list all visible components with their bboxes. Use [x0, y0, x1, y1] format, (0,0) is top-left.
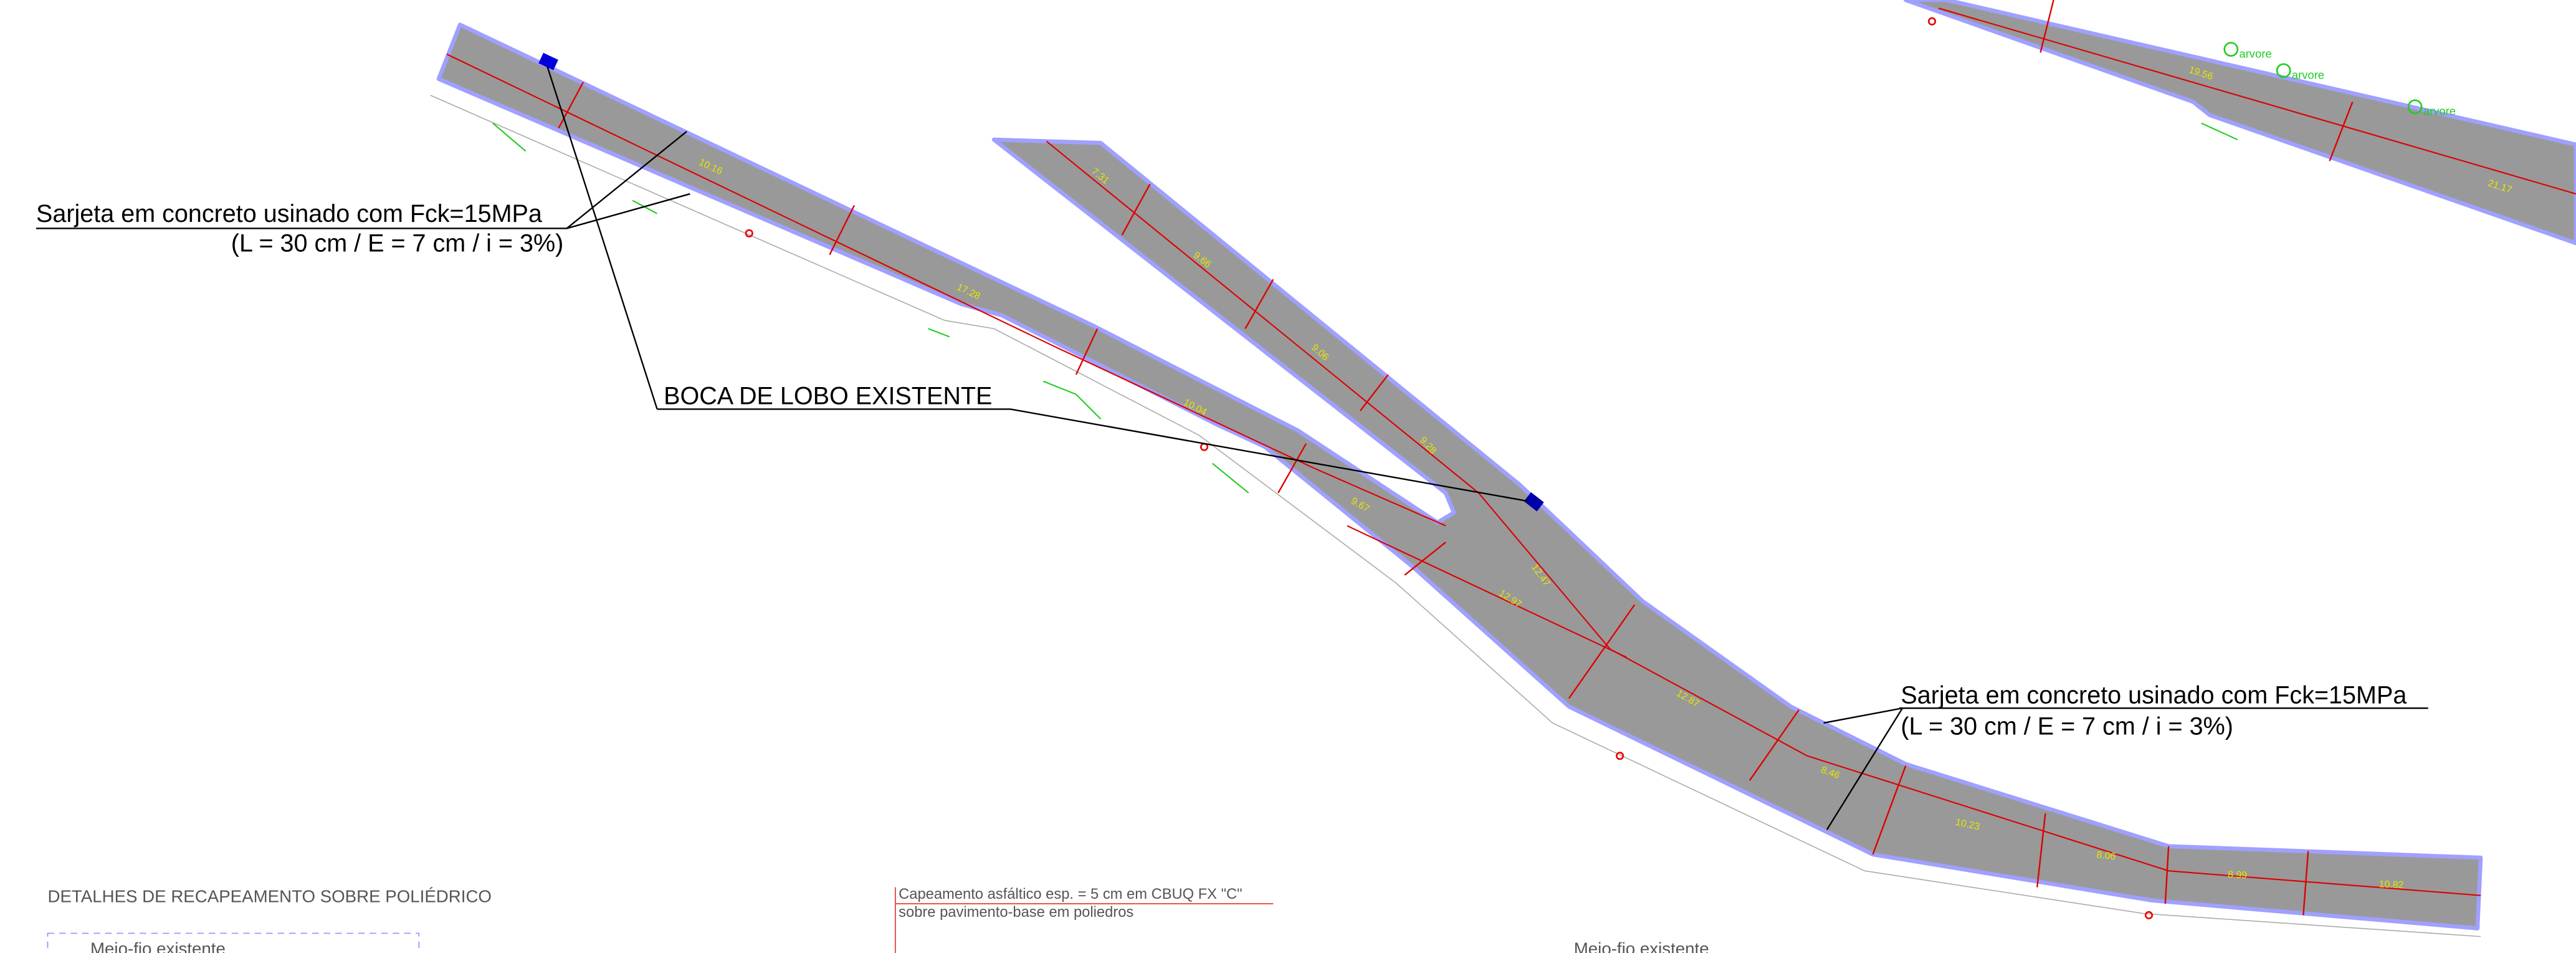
cross-line: [2329, 102, 2354, 161]
center-line: [1938, 7, 2576, 195]
annotation: BOCA DE LOBO EXISTENTE: [664, 383, 992, 410]
tree-label: arvore: [2292, 69, 2324, 82]
cross-line: [1075, 328, 1099, 375]
marker: [1927, 17, 1937, 26]
cross-line: [1568, 604, 1636, 699]
tree-icon: [2276, 63, 2291, 79]
cross-line: [2302, 851, 2309, 916]
leader: [566, 193, 690, 229]
tree-label: arvore: [2423, 105, 2456, 118]
roads: [430, 0, 2576, 937]
marker: [2144, 911, 2154, 919]
storm-drain: [1524, 492, 1544, 512]
detail-label: Meio-fio existente: [90, 939, 226, 953]
cross-line: [1872, 765, 1907, 855]
cross-line: [1277, 443, 1307, 494]
annotation: (L = 30 cm / E = 7 cm / i = 3%): [231, 229, 564, 257]
marker: [745, 229, 753, 237]
storm-drain: [538, 52, 558, 70]
road: [436, 22, 2483, 931]
detail-label: Meio-fio existente: [1574, 939, 1709, 953]
cross-line: [2036, 813, 2046, 888]
dimension-label: 10.82: [2378, 879, 2403, 891]
detail-label: Capeamento asfáltico esp. = 5 cm em CBUQ…: [899, 886, 1242, 903]
center-line: [1046, 140, 2481, 896]
cross-lines: [558, 82, 2309, 916]
detail-box: [47, 932, 420, 953]
trees: arvore arvore arvore: [2223, 42, 2456, 118]
marker: [1615, 752, 1624, 760]
cross-line: [1244, 279, 1274, 329]
cross-line: [2039, 0, 2054, 53]
cross-line: [1404, 542, 1446, 576]
cross-line: [1360, 374, 1389, 411]
annotation: Sarjeta em concreto usinado com Fck=15MP…: [1901, 681, 2407, 709]
cross-line: [1121, 183, 1151, 236]
leader: [657, 408, 1529, 502]
leader: [1823, 707, 1903, 724]
dimension-label: 8.06: [2096, 850, 2117, 862]
road: [1904, 0, 2576, 246]
leader: [1826, 707, 1904, 830]
leaders: [36, 65, 2428, 830]
tree-icon: [2407, 99, 2423, 115]
cross-line: [1748, 709, 1800, 781]
tree-icon: [2223, 42, 2239, 57]
center-line: [1347, 525, 1627, 658]
dimensions: 10.1617.2810.049.6712.9712.878.4610.238.…: [697, 65, 2513, 891]
detail-title: DETALHES DE RECAPEAMENTO SOBRE POLIÉDRIC…: [47, 886, 492, 906]
cross-line: [558, 82, 584, 129]
tree-label: arvore: [2240, 47, 2272, 60]
detail-label: sobre pavimento-base em poliedros: [899, 904, 1133, 921]
annotation: (L = 30 cm / E = 7 cm / i = 3%): [1901, 712, 2233, 740]
detail: DETALHES DE RECAPEAMENTO SOBRE POLIÉDRIC…: [47, 886, 1709, 953]
cross-line: [829, 204, 856, 256]
dimension-label: 8.99: [2228, 869, 2248, 881]
annotation: Sarjeta em concreto usinado com Fck=15MP…: [36, 200, 542, 227]
center-line: [446, 54, 1446, 527]
leader: [546, 65, 658, 409]
cross-line: [2164, 846, 2170, 904]
edge-line: [430, 95, 2481, 937]
